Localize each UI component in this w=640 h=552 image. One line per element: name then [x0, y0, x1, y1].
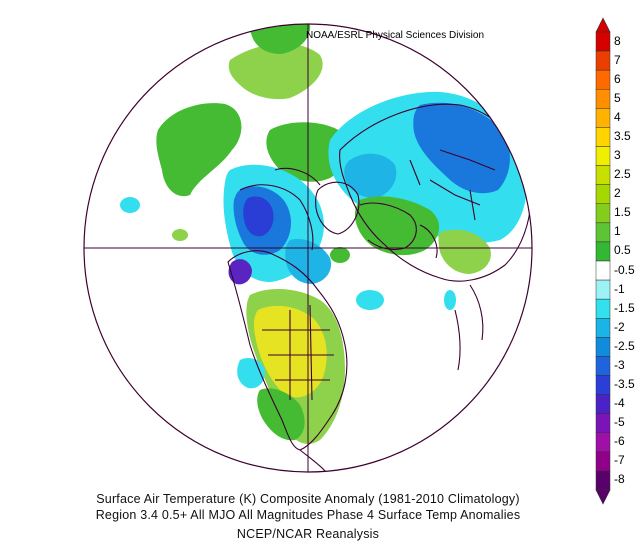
caption-line-1: Surface Air Temperature (K) Composite An…: [96, 492, 520, 506]
colorbar-tick-label: -2.5: [614, 338, 635, 353]
colorbar-swatch: [595, 432, 611, 453]
anomaly-patch-3: [356, 290, 384, 310]
colorbar-swatch: [595, 89, 611, 109]
colorbar-tick-label: 6: [614, 71, 621, 86]
colorbar-swatch: [595, 69, 611, 90]
colorbar-tick-label: -2: [614, 319, 625, 334]
anomaly-region-pacific-warm: [156, 103, 242, 197]
anomaly-region-canada-cold-core: [243, 196, 274, 237]
anomaly-region-alaska-purple: [228, 259, 252, 285]
colorbar-swatch: [595, 241, 611, 262]
colorbar-swatch: [595, 222, 611, 243]
outline-south-america: [299, 449, 327, 472]
colorbar-swatch: [595, 318, 611, 338]
anomaly-fill-layer: [120, 24, 528, 444]
colorbar-tick-label: 5: [614, 90, 621, 105]
anomaly-patch-2: [172, 229, 188, 241]
colorbar-swatch: [595, 279, 611, 300]
outline-eurasia: [339, 103, 532, 282]
colorbar-swatch: [595, 31, 611, 52]
colorbar-tick-label: 1.5: [614, 205, 631, 220]
anomaly-patch-4: [444, 290, 456, 310]
colorbar-tick-label: 3.5: [614, 128, 631, 143]
colorbar-swatch: [595, 127, 611, 147]
colorbar-tick-label: 0.5: [614, 243, 631, 258]
outline-greenland: [315, 181, 360, 235]
colorbar-tick-label: -5: [614, 415, 625, 430]
colorbar-swatch: [595, 203, 611, 224]
anomaly-region-eurasia-cold-core: [413, 102, 510, 194]
anomaly-region-mexico-green: [257, 388, 305, 441]
outline-asia-borders: [409, 149, 496, 221]
outline-north-america: [227, 250, 348, 451]
colorbar-swatch: [595, 260, 611, 281]
anomaly-region-mideast-warm: [438, 229, 491, 274]
colorbar-tick-label: -8: [614, 472, 625, 487]
anomaly-region-europe-warm: [354, 196, 440, 256]
colorbar-tick-label: 2.5: [614, 167, 631, 182]
anomaly-region-siberia-core: [344, 153, 397, 198]
colorbar-tick-label: -0.5: [614, 262, 635, 277]
outline-us-states: [262, 304, 334, 401]
colorbar-tick-label: -6: [614, 434, 625, 449]
colorbar-swatch: [595, 394, 611, 414]
colorbar-swatch: [595, 470, 611, 491]
colorbar-swatch: [595, 146, 611, 166]
colorbar-swatch: [595, 184, 611, 205]
caption-line-2: Region 3.4 0.5+ All MJO All Magnitudes P…: [95, 508, 521, 522]
anomaly-region-pacific-warm-2: [228, 43, 323, 100]
outline-africa-edge: [454, 284, 484, 371]
colorbar-tick-label: -7: [614, 453, 625, 468]
colorbar-tick-label: -1: [614, 281, 625, 296]
data-credit: NOAA/ESRL Physical Sciences Division: [306, 30, 485, 41]
colorbar-swatch: [595, 165, 611, 185]
anomaly-patch-1: [120, 197, 140, 213]
colorbar-tick-label: -3: [614, 357, 625, 372]
colorbar-swatch: [595, 337, 611, 357]
colorbar-swatch: [595, 356, 611, 376]
globe-border: [83, 23, 533, 473]
colorbar-bottom-arrow: [595, 489, 611, 505]
continent-outlines: [227, 103, 532, 472]
colorbar-tick-label: 4: [614, 109, 621, 124]
colorbar-swatch: [595, 375, 611, 395]
colorbar-top-arrow: [595, 17, 611, 33]
colorbar-swatch: [595, 413, 611, 433]
colorbar-tick-label: -1.5: [614, 300, 635, 315]
anomaly-region-north-green: [249, 24, 311, 54]
colorbar-tick-label: -4: [614, 396, 625, 411]
colorbar-swatch: [595, 298, 611, 319]
colorbar-swatch: [595, 451, 611, 472]
colorbar-swatch: [595, 108, 611, 128]
colorbar-tick-label: 1: [614, 224, 621, 239]
colorbar-tick-label: 2: [614, 186, 621, 201]
colorbar-swatch: [595, 50, 611, 71]
colorbar-tick-label: 7: [614, 52, 621, 67]
outline-canada-arctic: [239, 167, 321, 251]
colorbar-tick-label: 3: [614, 148, 621, 163]
colorbar-tick-label: 8: [614, 33, 621, 48]
caption-line-3: NCEP/NCAR Reanalysis: [236, 527, 380, 541]
colorbar: [595, 17, 611, 505]
colorbar-tick-label: -3.5: [614, 377, 635, 392]
anomaly-patch-5: [330, 247, 350, 263]
anomaly-region-arctic-green: [266, 122, 348, 182]
